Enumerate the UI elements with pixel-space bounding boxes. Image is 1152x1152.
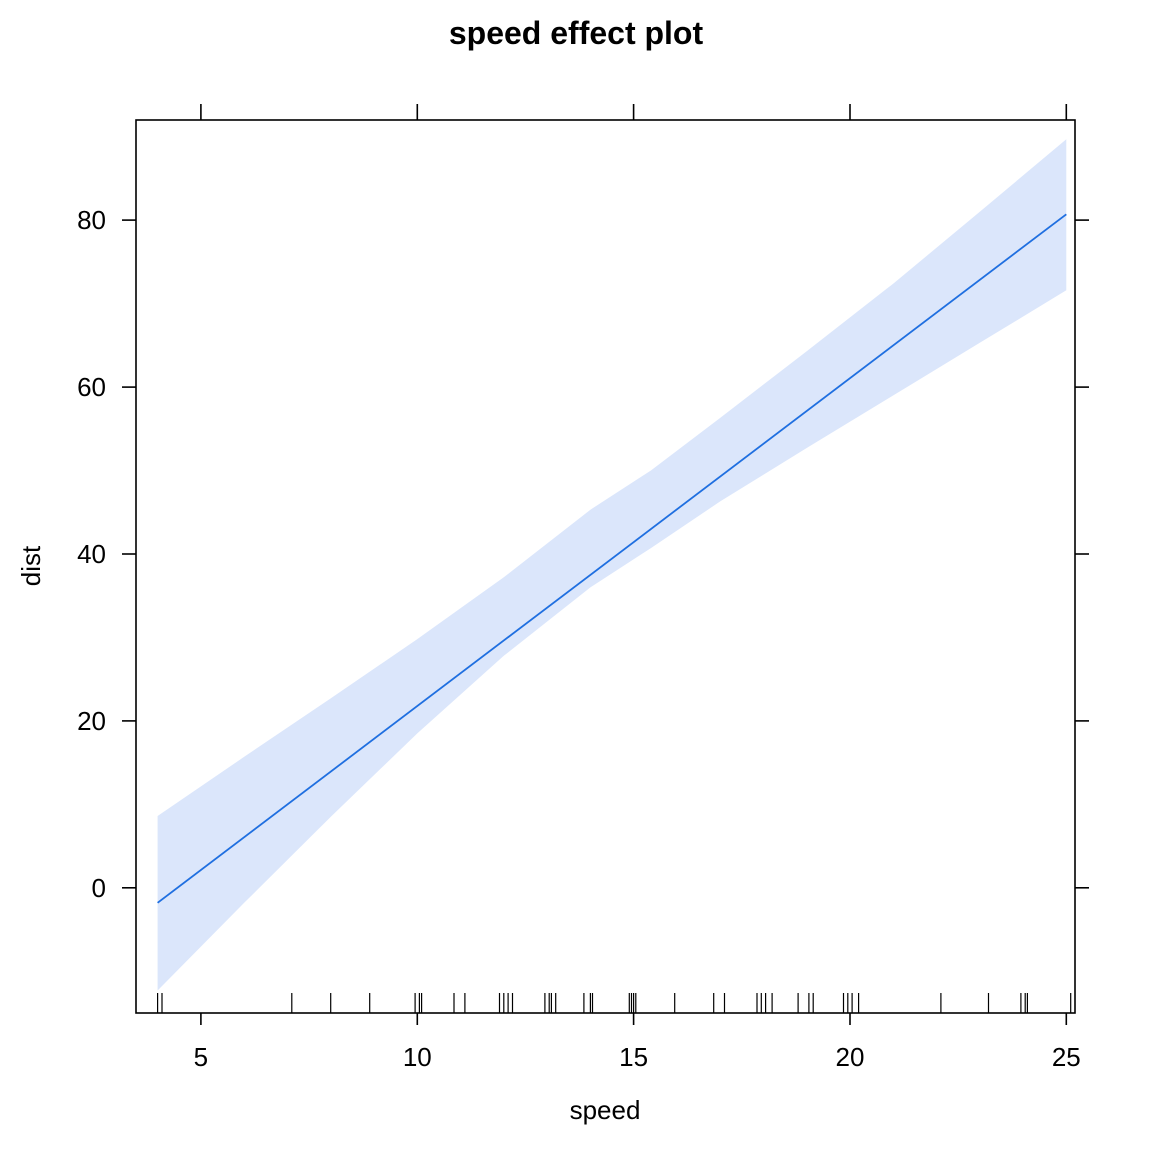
- y-axis: 0 20 40 60 80: [77, 205, 1089, 903]
- x-tick-label: 20: [836, 1042, 865, 1072]
- fit-line-layer: [157, 213, 1067, 904]
- x-axis: 5 10 15 20 25: [194, 104, 1081, 1072]
- plot-frame: [135, 119, 1076, 1014]
- confidence-band-layer: [157, 139, 1067, 991]
- y-tick-label: 40: [77, 539, 106, 569]
- x-tick-label: 5: [194, 1042, 208, 1072]
- y-tick-label: 80: [77, 205, 106, 235]
- x-tick-label: 25: [1052, 1042, 1081, 1072]
- y-axis-title: dist: [16, 545, 46, 586]
- y-tick-label: 0: [92, 873, 106, 903]
- y-tick-label: 20: [77, 706, 106, 736]
- x-tick-label: 10: [403, 1042, 432, 1072]
- x-axis-title: speed: [570, 1095, 641, 1125]
- fit-line: [157, 213, 1067, 904]
- y-tick-label: 60: [77, 372, 106, 402]
- chart-title: speed effect plot: [449, 15, 704, 51]
- confidence-band: [157, 139, 1067, 991]
- x-tick-label: 15: [619, 1042, 648, 1072]
- rug-layer: [157, 993, 1072, 1013]
